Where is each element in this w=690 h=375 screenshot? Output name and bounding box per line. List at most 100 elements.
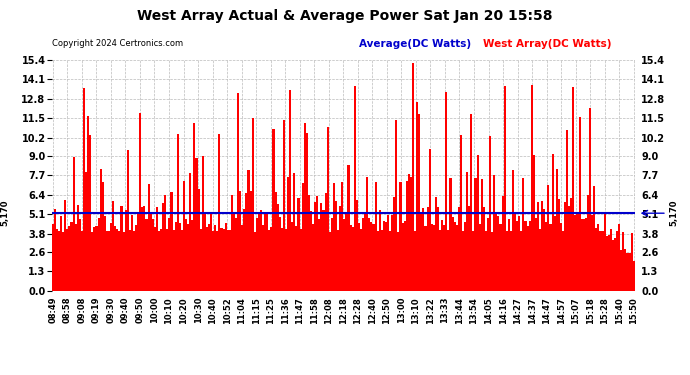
Bar	[281, 228, 283, 291]
Bar	[420, 214, 422, 291]
Bar	[485, 231, 487, 291]
Bar	[302, 183, 304, 291]
Bar	[256, 218, 258, 291]
Bar	[393, 197, 395, 291]
Bar	[312, 224, 314, 291]
Bar	[410, 177, 412, 291]
Bar	[346, 214, 348, 291]
Bar	[500, 224, 502, 291]
Bar	[431, 224, 433, 291]
Bar	[364, 213, 366, 291]
Bar	[385, 222, 387, 291]
Bar	[254, 232, 256, 291]
Bar	[373, 224, 375, 291]
Bar	[475, 178, 477, 291]
Bar	[483, 207, 485, 291]
Bar	[291, 222, 293, 291]
Bar	[333, 183, 335, 291]
Bar	[135, 225, 137, 291]
Bar	[508, 219, 510, 291]
Bar	[85, 172, 87, 291]
Bar	[181, 230, 183, 291]
Bar	[139, 112, 141, 291]
Bar	[428, 148, 431, 291]
Bar	[246, 193, 248, 291]
Bar	[477, 154, 479, 291]
Bar	[104, 216, 106, 291]
Bar	[224, 224, 226, 291]
Bar	[216, 231, 218, 291]
Bar	[101, 182, 104, 291]
Bar	[150, 214, 152, 291]
Bar	[426, 207, 428, 291]
Bar	[377, 231, 379, 291]
Bar	[433, 225, 435, 291]
Bar	[583, 219, 585, 291]
Bar	[543, 209, 545, 291]
Bar	[235, 217, 237, 291]
Bar	[339, 206, 341, 291]
Bar	[520, 231, 522, 291]
Bar	[231, 195, 233, 291]
Bar	[306, 133, 308, 291]
Bar	[466, 172, 469, 291]
Bar	[479, 224, 481, 291]
Bar	[389, 231, 391, 291]
Bar	[308, 195, 310, 291]
Bar	[447, 231, 449, 291]
Bar	[451, 217, 453, 291]
Bar	[195, 158, 197, 291]
Bar	[464, 222, 466, 291]
Bar	[285, 229, 287, 291]
Bar	[506, 231, 508, 291]
Bar	[449, 178, 451, 291]
Bar	[414, 231, 416, 291]
Bar	[160, 229, 162, 291]
Bar	[185, 219, 187, 291]
Bar	[64, 200, 66, 291]
Bar	[366, 177, 368, 291]
Bar	[371, 222, 373, 291]
Bar	[52, 224, 54, 291]
Bar	[201, 156, 204, 291]
Bar	[614, 238, 616, 291]
Bar	[424, 226, 426, 291]
Bar	[422, 209, 424, 291]
Bar	[210, 214, 212, 291]
Bar	[341, 182, 344, 291]
Bar	[595, 228, 598, 291]
Bar	[537, 202, 539, 291]
Bar	[455, 225, 457, 291]
Bar	[610, 229, 612, 291]
Bar	[558, 200, 560, 291]
Bar	[152, 219, 154, 291]
Bar	[606, 236, 608, 291]
Bar	[262, 225, 264, 291]
Bar	[495, 213, 497, 291]
Bar	[526, 226, 529, 291]
Bar	[379, 210, 381, 291]
Bar	[172, 230, 175, 291]
Bar	[598, 224, 600, 291]
Bar	[593, 186, 595, 291]
Bar	[199, 230, 201, 291]
Bar	[68, 226, 70, 291]
Bar	[62, 232, 64, 291]
Bar	[226, 230, 229, 291]
Bar	[72, 157, 75, 291]
Bar	[587, 195, 589, 291]
Text: 5,170: 5,170	[1, 200, 10, 226]
Bar	[112, 201, 115, 291]
Bar	[275, 192, 277, 291]
Bar	[162, 202, 164, 291]
Bar	[133, 231, 135, 291]
Bar	[110, 224, 112, 291]
Text: Average(DC Watts): Average(DC Watts)	[359, 39, 471, 50]
Bar	[572, 87, 574, 291]
Bar	[612, 240, 614, 291]
Bar	[66, 229, 68, 291]
Bar	[574, 216, 577, 291]
Bar	[60, 216, 62, 291]
Bar	[387, 215, 389, 291]
Text: 5,170: 5,170	[670, 200, 679, 226]
